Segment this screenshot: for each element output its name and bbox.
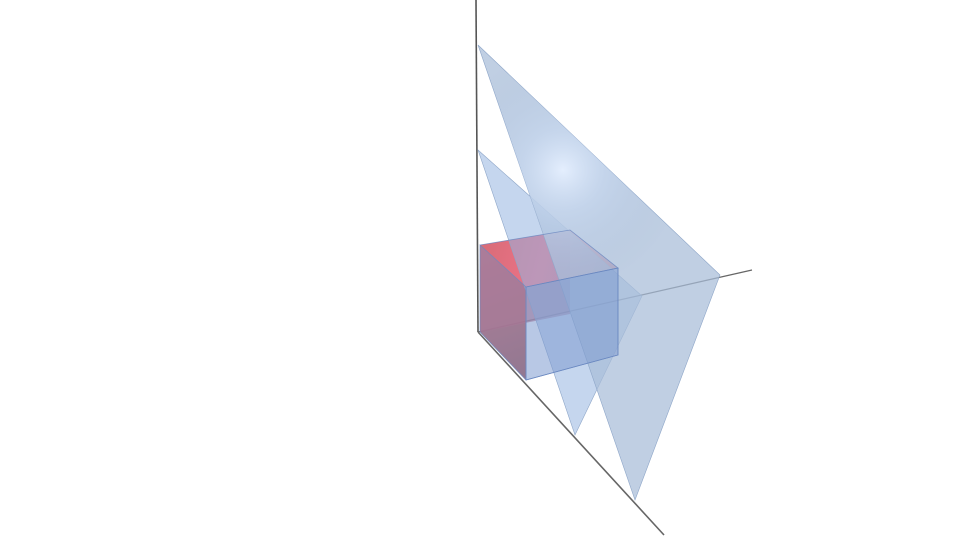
unit-cube-front: [479, 229, 619, 381]
cube-front-left-face: [480, 245, 526, 380]
z-axis: [475, 0, 479, 333]
cube-edges: [479, 229, 619, 381]
y-axis: [477, 331, 665, 536]
